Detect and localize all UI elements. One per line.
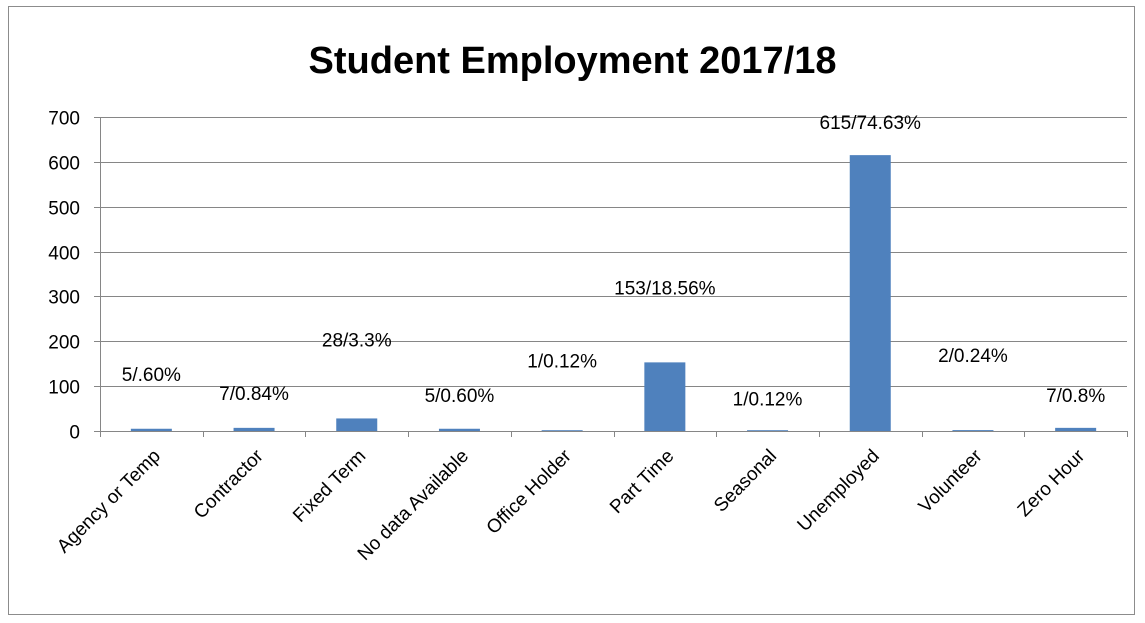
data-label: 1/0.12%: [527, 352, 597, 373]
data-label: 153/18.56%: [614, 278, 716, 299]
bar: [233, 427, 275, 431]
bars: [130, 155, 1097, 431]
y-tick-label: 300: [48, 288, 80, 309]
x-category-label: Unemployed: [794, 446, 884, 536]
y-tick-label: 500: [48, 199, 80, 220]
x-category-label: No data Available: [354, 446, 473, 565]
y-tick-label: 700: [48, 109, 80, 130]
tick-labels: 0 100 200 300 400 500 600 700 Agency or Temp Cont…: [48, 109, 1089, 565]
x-category-label: Agency or Temp: [53, 446, 165, 558]
data-label: 28/3.3%: [322, 330, 392, 351]
y-tick-label: 0: [69, 423, 80, 444]
bar: [952, 430, 994, 431]
y-tick-label: 100: [48, 378, 80, 399]
gridlines: [100, 117, 1127, 387]
bar: [438, 428, 480, 431]
bar: [1055, 427, 1097, 431]
x-category-label: Contractor: [190, 445, 268, 523]
x-category-label: Zero Hour: [1014, 445, 1090, 521]
y-tick-label: 200: [48, 333, 80, 354]
bar: [541, 430, 583, 431]
y-tick-label: 400: [48, 244, 80, 265]
data-label: 2/0.24%: [938, 346, 1008, 367]
x-category-label: Fixed Term: [289, 446, 370, 527]
bar: [849, 155, 891, 431]
data-label: 5/0.60%: [425, 386, 495, 407]
x-category-label: Part Time: [606, 446, 678, 518]
bar: [644, 362, 686, 431]
bar: [336, 418, 378, 431]
data-label: 615/74.63%: [820, 113, 922, 134]
data-label: 1/0.12%: [733, 390, 803, 411]
chart-frame: [8, 6, 1135, 615]
data-label: 7/0.84%: [219, 384, 289, 405]
x-category-label: Seasonal: [710, 446, 781, 517]
bar: [747, 430, 789, 431]
data-labels: 5/.60% 7/0.84% 28/3.3% 5/0.60% 1/0.12% 153/18…: [122, 113, 1106, 410]
data-label: 5/.60%: [122, 365, 181, 386]
x-category-label: Volunteer: [915, 445, 987, 517]
chart-title: Student Employment 2017/18: [308, 40, 837, 82]
y-tick-label: 600: [48, 154, 80, 175]
axes: [94, 117, 1128, 437]
data-label: 7/0.8%: [1046, 386, 1105, 407]
x-category-label: Office Holder: [483, 445, 576, 538]
bar: [130, 428, 172, 431]
